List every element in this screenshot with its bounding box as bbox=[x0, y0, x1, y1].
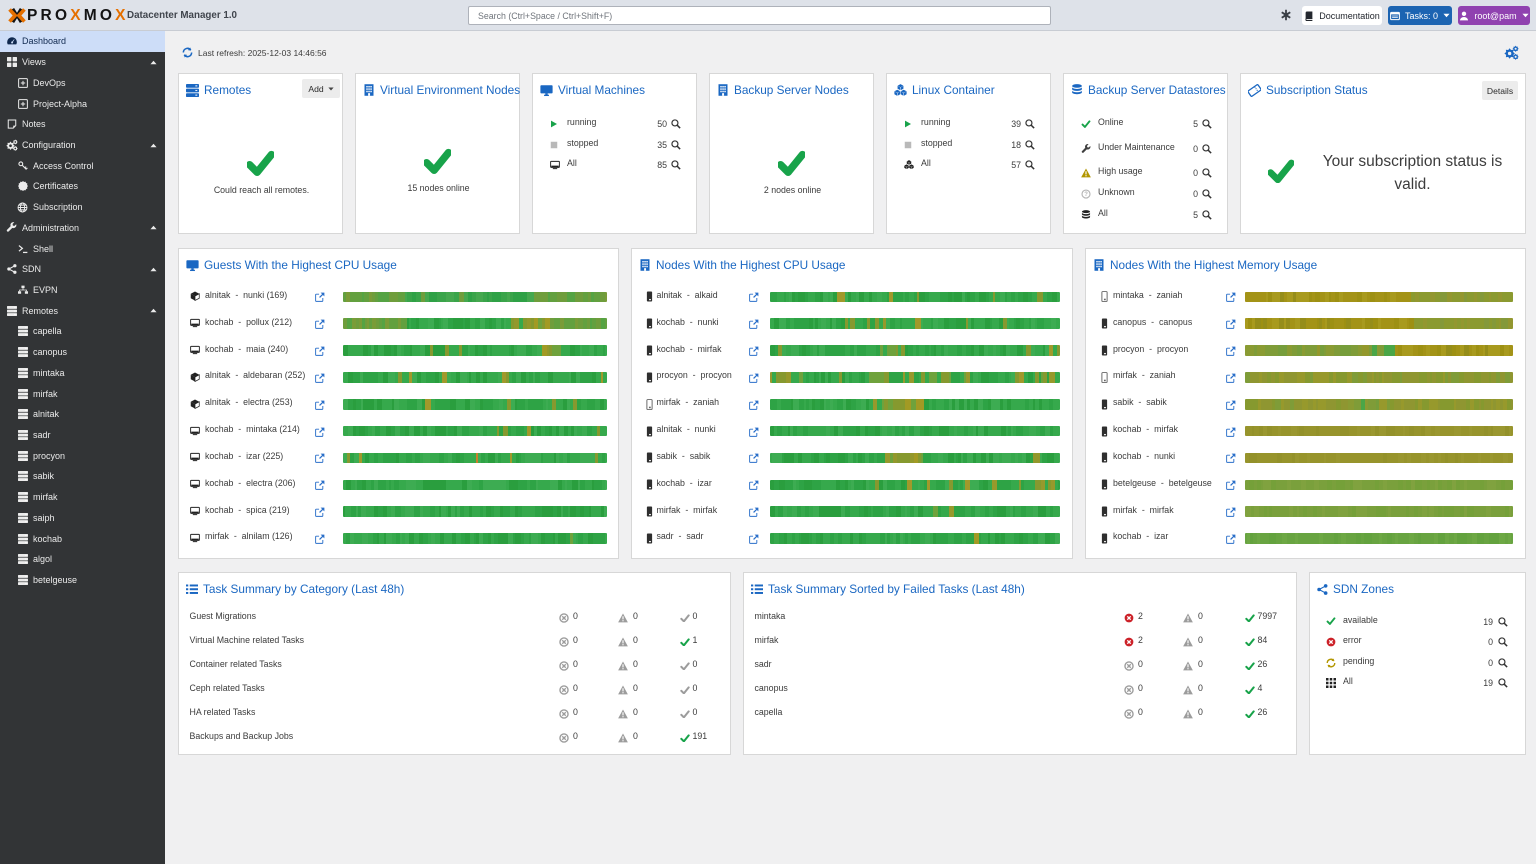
svg-text:?: ? bbox=[1084, 192, 1088, 198]
